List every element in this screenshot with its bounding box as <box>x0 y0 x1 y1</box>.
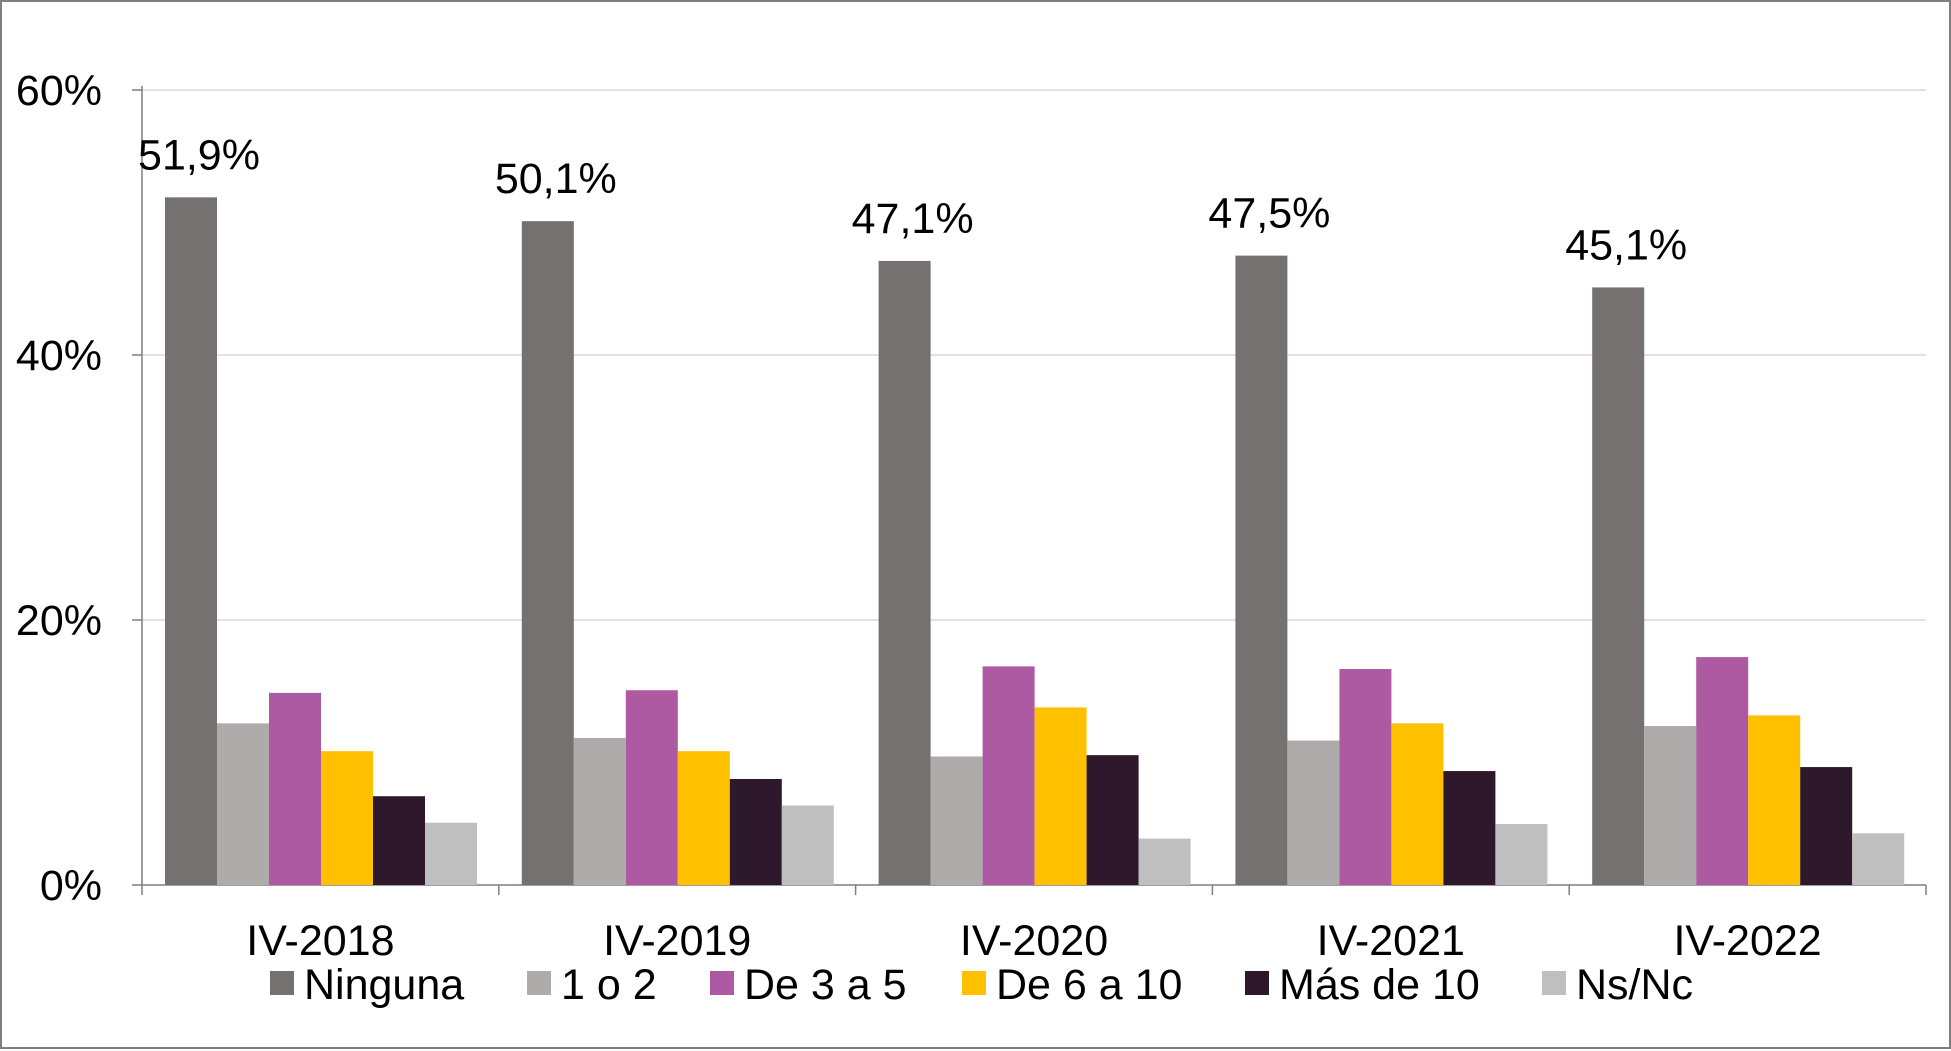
bar <box>321 751 373 885</box>
bar <box>165 197 217 885</box>
bar <box>521 221 574 886</box>
x-tick-label: IV-2022 <box>1673 917 1821 965</box>
y-tick-label: 20% <box>16 597 102 645</box>
bar <box>1592 287 1645 885</box>
bar <box>1086 755 1139 885</box>
bar <box>1443 771 1496 885</box>
legend-swatch <box>1245 971 1269 995</box>
y-tick-label: 40% <box>16 332 102 380</box>
legend-label: 1 o 2 <box>561 961 657 1009</box>
bar <box>1495 824 1548 885</box>
bar <box>1287 740 1340 885</box>
legend-swatch <box>710 971 734 995</box>
data-label: 47,5% <box>1208 190 1330 238</box>
legend-swatch <box>527 971 551 995</box>
legend-label: De 6 a 10 <box>996 961 1182 1009</box>
x-tick-label: IV-2019 <box>603 917 751 965</box>
bar <box>625 690 678 885</box>
bar <box>930 756 983 885</box>
y-tick-label: 0% <box>40 862 102 910</box>
data-label: 51,9% <box>138 131 260 179</box>
bar <box>1339 669 1392 885</box>
bar <box>1138 838 1191 885</box>
legend-label: Ns/Nc <box>1576 961 1693 1009</box>
data-label: 45,1% <box>1565 221 1687 269</box>
legend-label: Más de 10 <box>1279 961 1480 1009</box>
bar <box>1852 833 1905 885</box>
data-label: 50,1% <box>495 155 617 203</box>
bar <box>373 796 425 885</box>
data-label: 47,1% <box>852 195 974 243</box>
legend-swatch <box>962 971 986 995</box>
legend-label: Ninguna <box>304 961 464 1009</box>
bar <box>982 666 1035 885</box>
bar <box>269 692 321 885</box>
bar <box>677 751 730 885</box>
bar <box>425 822 477 885</box>
bar <box>573 737 626 885</box>
legend-swatch <box>1542 971 1566 995</box>
y-tick-label: 60% <box>16 67 102 115</box>
bar <box>1644 726 1697 885</box>
bar <box>878 260 931 885</box>
bar <box>1034 707 1087 885</box>
bar <box>217 723 269 885</box>
bar <box>729 779 782 885</box>
bar <box>1696 657 1749 885</box>
x-tick-label: IV-2018 <box>246 917 394 965</box>
x-tick-label: IV-2021 <box>1317 917 1465 965</box>
x-tick-label: IV-2020 <box>960 917 1108 965</box>
bar <box>1800 767 1853 885</box>
bar <box>781 805 834 885</box>
bar <box>1391 723 1444 885</box>
legend-swatch <box>270 971 294 995</box>
bar <box>1235 255 1288 885</box>
legend-label: De 3 a 5 <box>744 961 907 1009</box>
bar <box>1748 715 1801 885</box>
